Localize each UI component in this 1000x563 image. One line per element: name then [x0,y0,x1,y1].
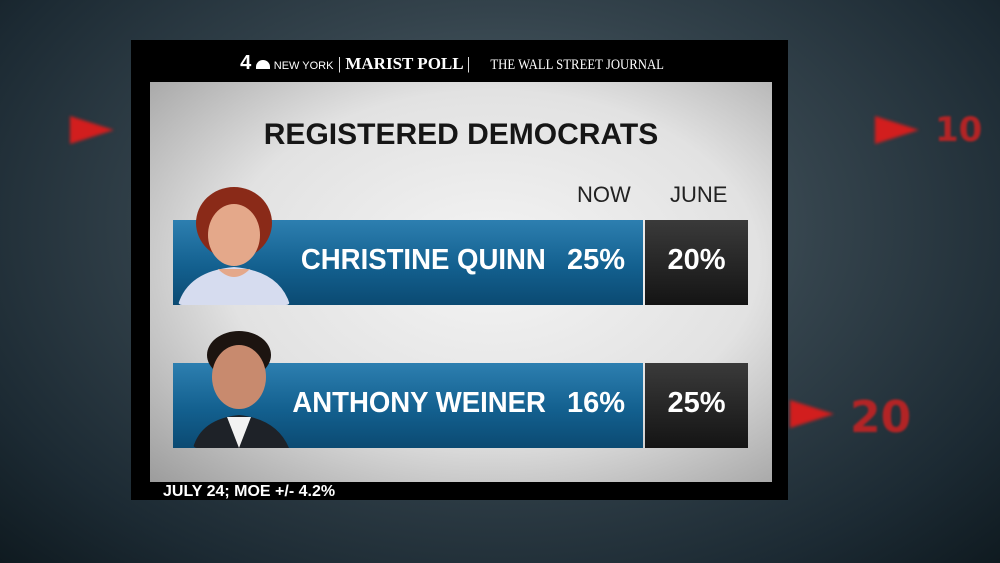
poll-graphic: 4 NEW YORK | MARIST POLL | THE WALL STRE… [131,40,788,500]
candidate-photo-weiner [193,327,293,448]
peacock-icon [255,60,270,69]
bg-number: 10 [935,110,983,150]
value-now: 16% [567,387,626,419]
chart-title: REGISTERED DEMOCRATS [263,118,659,151]
candidate-name: CHRISTINE QUINN [301,244,546,276]
value-june: 25% [667,387,726,419]
nbc-logo: 4 [240,52,252,74]
pollster-logo: MARIST POLL [345,54,463,73]
bg-arrow-icon [70,116,114,144]
column-header-june: JUNE [670,182,728,207]
chart-panel: REGISTERED DEMOCRATS NOW JUNE CHRISTINE … [150,82,772,482]
table-row: CHRISTINE QUINN 25% 20% [173,187,748,305]
poll-footnote: JULY 24; MOE +/- 4.2% [163,483,336,500]
candidate-photo-quinn [178,185,290,305]
bg-number: 20 [850,392,912,443]
station-name: NEW YORK [273,60,334,72]
table-row: ANTHONY WEINER 16% 25% [173,331,748,448]
june-cell: 20% [645,220,748,305]
wsj-logo: THE WALL STREET JOURNAL [489,57,664,73]
value-now: 25% [567,244,626,276]
value-june: 20% [667,244,726,276]
column-header-now: NOW [577,182,631,207]
bg-arrow-icon [875,116,919,144]
logo-bar: 4 NEW YORK | MARIST POLL | THE WALL STRE… [240,52,664,74]
bg-arrow-icon [790,400,834,428]
june-cell: 25% [645,363,748,448]
candidate-name: ANTHONY WEINER [292,387,546,419]
